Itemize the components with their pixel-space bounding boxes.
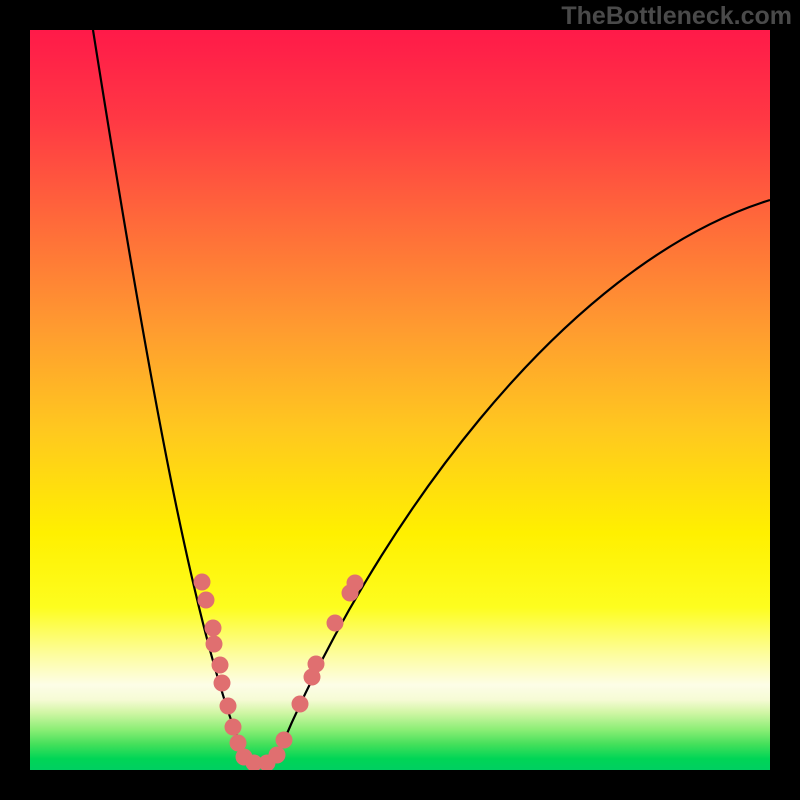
data-marker — [225, 719, 242, 736]
plot-area — [30, 30, 770, 770]
watermark-text: TheBottleneck.com — [561, 2, 792, 31]
data-marker — [347, 575, 364, 592]
data-marker — [269, 747, 286, 764]
data-marker — [220, 698, 237, 715]
curve-layer — [30, 30, 770, 770]
data-marker — [214, 675, 231, 692]
data-marker — [212, 657, 229, 674]
data-marker — [205, 620, 222, 637]
data-marker — [327, 615, 344, 632]
v-curve — [93, 30, 770, 766]
data-marker — [276, 732, 293, 749]
data-marker — [308, 656, 325, 673]
data-marker — [194, 574, 211, 591]
data-marker — [292, 696, 309, 713]
data-marker — [198, 592, 215, 609]
data-marker — [206, 636, 223, 653]
